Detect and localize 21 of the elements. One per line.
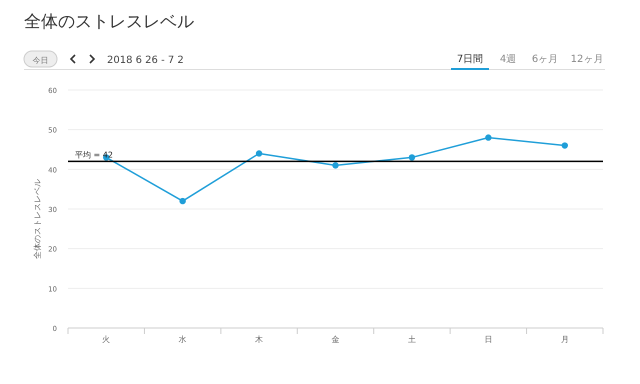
x-tick-label: 日 [484, 335, 492, 344]
chart-subtitle: 2018 6 26 - 7 2 [107, 55, 184, 66]
x-tick-label: 火 [102, 335, 110, 344]
x-tick-label: 金 [332, 335, 340, 344]
chart-title: 全体のストレスレベル [24, 12, 194, 32]
x-tick-label: 木 [255, 335, 264, 344]
point [179, 198, 186, 204]
point [332, 162, 339, 169]
point [256, 150, 262, 157]
x-tick-label: 月 [560, 335, 569, 344]
text: 6ヶ月 [532, 54, 558, 65]
y-axis-title: 全体のストレスレベル [33, 179, 42, 259]
text: 4週 [500, 54, 516, 65]
x-tick-label: 水 [178, 335, 187, 344]
text: 今日 [32, 56, 48, 65]
text: 12ヶ月 [570, 54, 604, 65]
point [485, 134, 492, 141]
point [408, 154, 416, 161]
point [562, 142, 568, 149]
x-tick-label: 土 [408, 335, 416, 344]
text: 7日間 [456, 54, 484, 65]
